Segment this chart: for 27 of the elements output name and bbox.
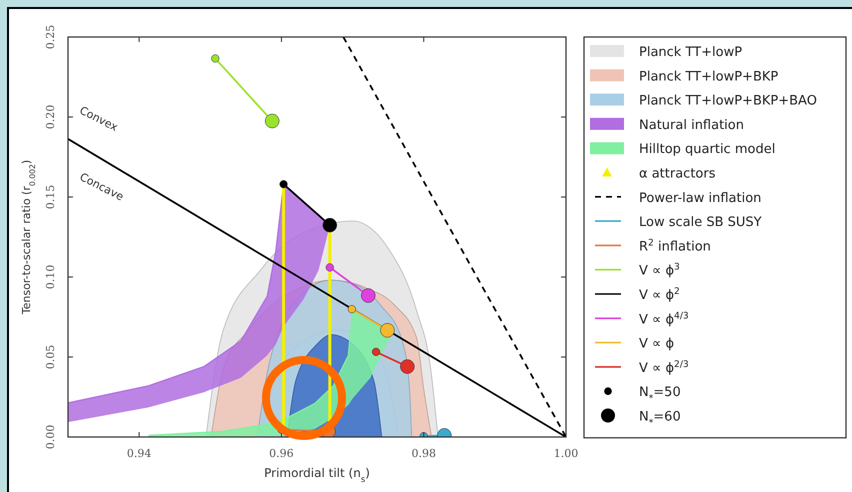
x-tick-label: 0.94: [126, 447, 152, 460]
legend-label: Natural inflation: [639, 118, 744, 133]
x-tick-label: 0.96: [269, 447, 294, 460]
legend-label: Planck TT+lowP+BKP: [639, 69, 778, 84]
y-tick-label: 0.05: [44, 344, 57, 370]
y-tick-label: 0.10: [44, 264, 57, 290]
x-tick-label: 1.00: [554, 447, 578, 460]
legend-label: R$^{2}$ inflation: [639, 238, 711, 254]
y-tick-label: 0.25: [44, 24, 57, 50]
x-axis-title: Primordial tilt (n$_{s}$): [264, 466, 370, 484]
y-tick-label: 0.00: [44, 424, 57, 450]
legend-label: N$_{*}$=50: [639, 385, 681, 404]
legend-label: V ∝ ϕ: [639, 336, 674, 352]
legend-label: Low scale SB SUSY: [639, 215, 762, 230]
x-tick-label: 0.98: [411, 447, 436, 460]
y-tick-label: 0.15: [44, 184, 57, 210]
legend-label: Hilltop quartic model: [639, 142, 776, 158]
legend-label: Planck TT+lowP: [639, 45, 742, 60]
legend-label: V ∝ ϕ$^{2/3}$: [639, 360, 689, 376]
legend-label: V ∝ ϕ$^{3}$: [639, 262, 680, 279]
y-tick-label: 0.20: [44, 104, 57, 130]
legend-label: α attractors: [639, 166, 716, 182]
legend-label: V ∝ ϕ$^{4/3}$: [639, 311, 689, 328]
legend-label: N$_{*}$=60: [639, 410, 681, 428]
legend-label: Planck TT+lowP+BKP+BAO: [639, 94, 817, 109]
legend-label: Power-law inflation: [639, 190, 762, 206]
legend-label: V ∝ ϕ$^{2}$: [639, 287, 680, 303]
